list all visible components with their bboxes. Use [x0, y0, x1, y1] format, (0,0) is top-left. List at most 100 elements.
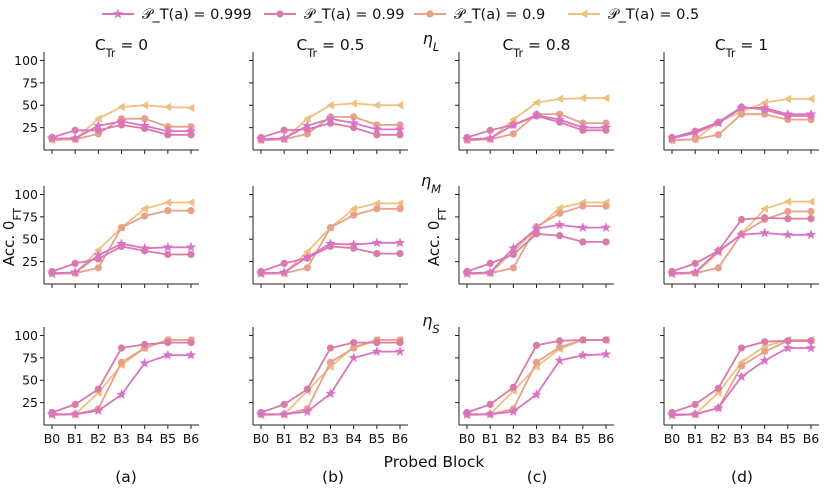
data-point-p099 [714, 384, 722, 392]
data-point-p099 [71, 259, 79, 268]
data-point-p099 [761, 214, 769, 222]
data-point-p0999 [255, 267, 267, 278]
data-point-p09 [714, 264, 722, 272]
data-point-p0999 [759, 355, 770, 365]
data-point-p09 [326, 358, 335, 366]
column-title: CTr​ = 0.8 [502, 36, 570, 60]
data-point-p0999 [348, 117, 359, 128]
data-point-p099 [280, 126, 288, 134]
x-tick-label: B2 [710, 431, 727, 446]
y-axis-label: Acc. 0FT​ [0, 208, 24, 267]
legend-marker-icon [276, 10, 284, 18]
data-point-p0999 [600, 222, 612, 232]
data-point-p09 [326, 224, 335, 232]
data-point-p0999 [554, 219, 565, 230]
data-point-p099 [737, 215, 746, 224]
data-point-p09 [579, 202, 587, 210]
data-point-p0999 [394, 346, 406, 356]
x-tick-label: B2 [90, 431, 107, 446]
data-point-p099 [187, 250, 195, 259]
data-point-p09 [117, 224, 126, 232]
data-point-p05 [140, 101, 149, 110]
data-point-p05 [349, 204, 358, 213]
data-point-p099 [556, 232, 564, 240]
data-point-p09 [807, 207, 815, 216]
data-point-p099 [579, 336, 587, 344]
data-point-p0999 [139, 242, 150, 253]
data-point-p05 [783, 197, 792, 206]
data-point-p05 [163, 198, 172, 207]
panel-r2-c0: 25 50 75 100 B0 B1 B2 B3 B4 B5 B6 [14, 327, 199, 446]
data-point-p09 [373, 205, 381, 213]
data-point-p09 [350, 344, 358, 352]
x-tick-label: B6 [392, 431, 409, 446]
data-point-p09 [164, 206, 172, 215]
legend-label: 𝒫_T(a) = 0.99 [304, 7, 404, 23]
data-point-p0999 [666, 132, 678, 143]
x-tick-label: B6 [183, 431, 200, 446]
data-point-p0999 [759, 102, 770, 113]
data-point-p0999 [185, 125, 197, 136]
series-line-p0999 [671, 232, 811, 275]
data-point-p05 [303, 114, 311, 123]
data-point-p0999 [325, 388, 336, 399]
data-point-p09 [350, 113, 358, 121]
data-point-p0999 [70, 266, 81, 277]
data-point-p0999 [394, 124, 406, 134]
data-point-p09 [532, 358, 541, 366]
x-tick-label: B3 [528, 431, 545, 446]
data-point-p0999 [554, 114, 565, 124]
data-point-p09 [761, 347, 769, 356]
data-point-p099 [532, 341, 541, 349]
data-point-p099 [807, 215, 815, 223]
legend-marker-icon [579, 9, 588, 19]
data-point-p0999 [782, 342, 793, 353]
data-point-p099 [280, 400, 288, 409]
data-point-p09 [556, 209, 564, 217]
data-point-p0999 [371, 124, 382, 134]
series-line-p099 [260, 245, 400, 273]
data-point-p0999 [371, 346, 382, 356]
data-point-p09 [602, 202, 610, 210]
data-point-p09 [737, 110, 746, 118]
subfigure-letter: (b) [322, 468, 344, 486]
data-point-p0999 [185, 349, 197, 360]
data-point-p099 [761, 338, 769, 346]
data-point-p05 [601, 93, 610, 103]
data-point-p0999 [302, 251, 313, 262]
data-point-p0999 [666, 267, 678, 278]
data-point-p0999 [46, 408, 58, 419]
y-tick-label: 25 [22, 254, 38, 269]
data-point-p0999 [279, 132, 290, 143]
y-tick-label: 25 [22, 395, 38, 410]
y-tick-label: 75 [22, 75, 38, 90]
data-point-p099 [94, 385, 102, 393]
x-tick-label: B2 [505, 431, 522, 446]
data-point-p09 [117, 358, 126, 366]
legend-label: 𝒫_T(a) = 0.9 [454, 7, 545, 23]
data-point-p099 [117, 344, 126, 352]
x-tick-label: B3 [733, 431, 750, 446]
data-point-p09 [396, 205, 404, 213]
x-tick-label: B1 [67, 431, 84, 446]
x-tick-label: B5 [369, 431, 386, 446]
x-tick-label: B0 [44, 431, 61, 446]
data-point-p0999 [713, 402, 724, 413]
column-title: CTr​ = 0 [95, 36, 148, 60]
panel-r2-c2: B0 B1 B2 B3 B4 B5 B6 [455, 327, 614, 446]
data-point-p099 [737, 344, 746, 352]
y-tick-label: 25 [22, 120, 38, 135]
data-point-p099 [396, 131, 404, 139]
x-tick-label: B4 [551, 431, 568, 446]
data-point-p099 [691, 400, 699, 409]
legend-label: 𝒫_T(a) = 0.999 [142, 7, 252, 23]
x-tick-label: B1 [687, 431, 704, 446]
data-point-p0999 [394, 237, 406, 248]
data-point-p0999 [185, 241, 197, 252]
data-point-p0999 [508, 406, 519, 416]
y-axis-label: Acc. 0FT​ [425, 208, 449, 267]
x-tick-label: B1 [482, 431, 499, 446]
data-point-p0999 [736, 371, 747, 382]
x-tick-label: B6 [598, 431, 615, 446]
panel-r0-c0: 25 50 75 100 [14, 52, 199, 154]
